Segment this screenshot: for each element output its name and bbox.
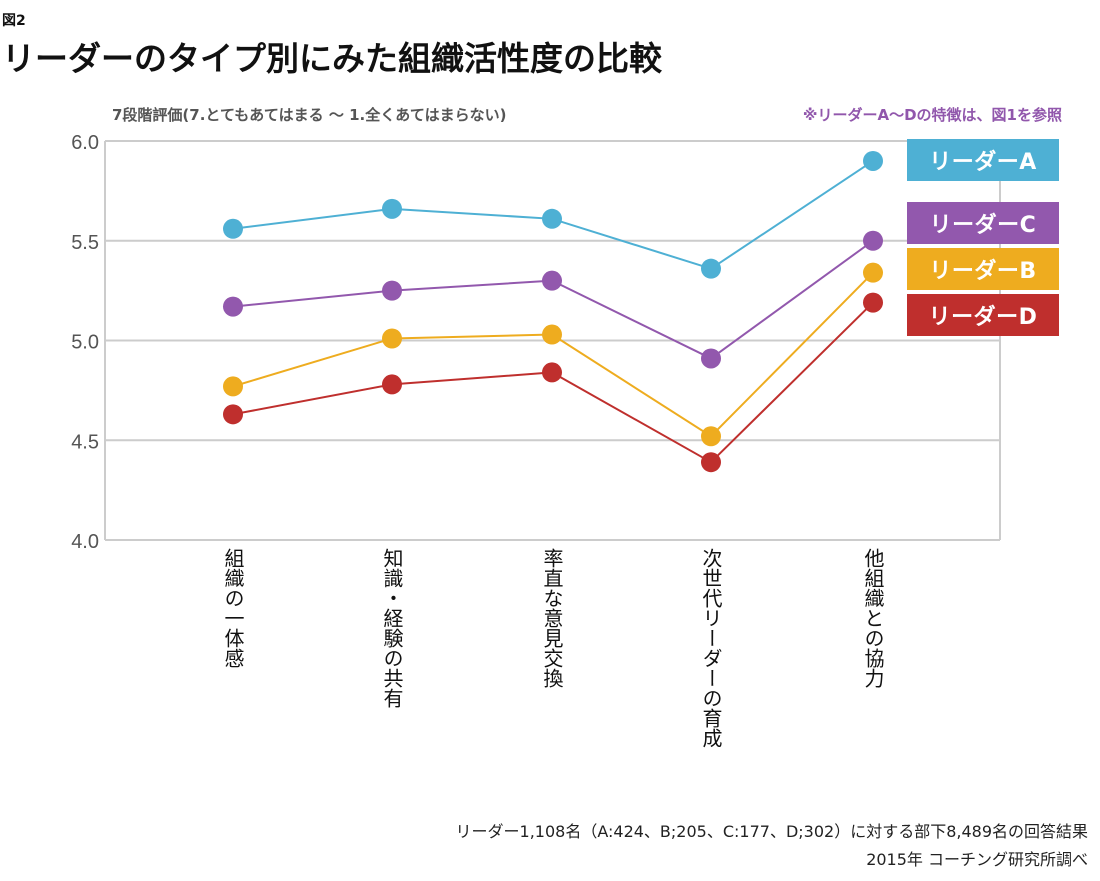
y-tick-label: 4.0	[71, 531, 99, 553]
y-axis-ticks: 6.0 5.5 5.0 4.5 4.0	[71, 132, 99, 553]
series-lines	[223, 150, 883, 473]
data-point	[382, 280, 402, 301]
x-tick-label: 組織の一体感	[221, 548, 245, 668]
series-リーダーB	[223, 262, 883, 447]
series-リーダーA	[223, 150, 883, 279]
data-point	[542, 324, 562, 345]
data-point	[863, 262, 883, 283]
data-point	[701, 348, 721, 369]
data-point	[701, 426, 721, 447]
legend-item-leader-a: リーダーA	[907, 139, 1059, 181]
y-axis-label: 7段階評価(7.とてもあてはまる 〜 1.全くあてはまらない)	[112, 106, 507, 124]
data-point	[863, 292, 883, 313]
y-tick-label: 4.5	[71, 431, 99, 453]
footer-source-note: 2015年 コーチング研究所調べ	[866, 850, 1088, 869]
data-point	[223, 404, 243, 425]
y-tick-label: 5.5	[71, 232, 99, 254]
data-point	[382, 374, 402, 395]
footer-sample-note: リーダー1,108名（A:424、B;205、C:177、D;302）に対する部…	[455, 822, 1088, 841]
x-tick-label: 次世代リーダーの育成	[699, 548, 723, 748]
data-point	[223, 218, 243, 239]
data-point	[542, 208, 562, 229]
data-point	[223, 376, 243, 397]
legend-item-leader-b: リーダーB	[907, 248, 1059, 290]
data-point	[863, 150, 883, 171]
data-point	[542, 362, 562, 383]
data-point	[382, 198, 402, 219]
grid	[104, 140, 1001, 541]
data-point	[701, 258, 721, 279]
chart-title: リーダーのタイプ別にみた組織活性度の比較	[2, 39, 662, 78]
legend-item-leader-c: リーダーC	[907, 202, 1059, 244]
series-リーダーD	[223, 292, 883, 473]
legend-item-leader-d: リーダーD	[907, 294, 1059, 336]
data-point	[382, 328, 402, 349]
data-point	[223, 296, 243, 317]
data-point	[542, 270, 562, 291]
x-tick-label: 率直な意見交換	[540, 548, 564, 688]
reference-note: ※リーダーA〜Dの特徴は、図1を参照	[802, 106, 1062, 124]
y-tick-label: 6.0	[71, 132, 99, 154]
figure-label: 図2	[2, 13, 26, 29]
x-tick-label: 他組織との協力	[861, 548, 885, 688]
series-リーダーC	[223, 230, 883, 369]
y-tick-label: 5.0	[71, 332, 99, 354]
data-point	[863, 230, 883, 251]
x-tick-label: 知識・経験の共有	[380, 548, 404, 708]
data-point	[701, 452, 721, 473]
